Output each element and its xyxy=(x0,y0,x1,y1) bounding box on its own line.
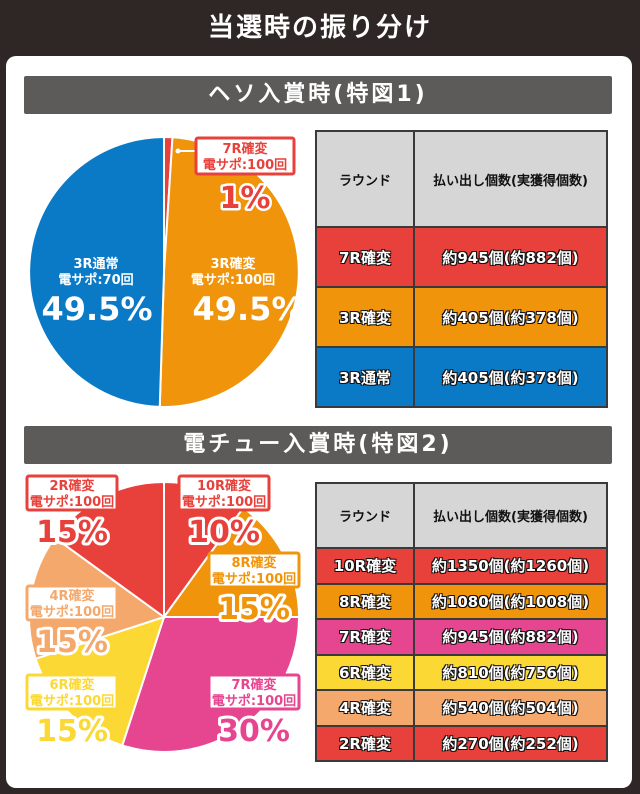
table-header-payout: 払い出し個数(実獲得個数) xyxy=(413,481,608,550)
payout-cell: 約1080個(約1008個) xyxy=(413,582,608,621)
round-cell: 8R確変 xyxy=(315,582,415,621)
round-table-denchu: ラウンド 払い出し個数(実獲得個数) 10R確変 約1350個(約1260個) 8R… xyxy=(315,481,608,762)
payout-cell: 約405個(約378個) xyxy=(413,346,608,408)
round-cell: 7R確変 xyxy=(315,618,415,656)
round-table-heso: ラウンド 払い出し個数(実獲得個数) 7R確変 約945個(約882個) 3R確変約… xyxy=(315,130,608,408)
payout-cell: 約540個(約504個) xyxy=(413,689,608,727)
round-cell: 7R確変 xyxy=(315,226,415,288)
table-row: 3R確変 約405個(約378個) xyxy=(315,286,608,348)
table-header-round: ラウンド xyxy=(315,481,415,550)
table-header-payout: 払い出し個数(実獲得個数) xyxy=(413,130,608,228)
table-row: 2R確変 約270個(約252個) xyxy=(315,724,608,762)
table-row: 7R確変 約945個(約882個) xyxy=(315,618,608,656)
round-cell: 3R確変 xyxy=(315,286,415,348)
table-row: 3R通常 約405個(約378個) xyxy=(315,346,608,408)
round-cell: 2R確変 xyxy=(315,724,415,762)
page-title: 当選時の振り分け xyxy=(0,0,640,56)
payout-cell: 約1350個(約1260個) xyxy=(413,547,608,585)
round-cell: 6R確変 xyxy=(315,653,415,692)
table-row: 6R確変 約810個(約756個) xyxy=(315,653,608,692)
round-cell: 3R通常 xyxy=(315,346,415,408)
section-header-denchu: 電チュー入賞時(特図2) xyxy=(24,426,612,464)
payout-cell: 約405個(約378個) xyxy=(413,286,608,348)
section-header-heso: ヘソ入賞時(特図1) xyxy=(24,76,612,114)
payout-cell: 約810個(約756個) xyxy=(413,653,608,692)
payout-cell: 約945個(約882個) xyxy=(413,226,608,288)
table-row: 4R確変 約540個(約504個) xyxy=(315,689,608,727)
payout-cell: 約270個(約252個) xyxy=(413,724,608,762)
table-header-round: ラウンド xyxy=(315,130,415,228)
round-cell: 4R確変 xyxy=(315,689,415,727)
table-row: 7R確変 約945個(約882個) xyxy=(315,226,608,288)
table-row: 8R確変 約1080個(約1008個) xyxy=(315,582,608,621)
table-row: 10R確変 約1350個(約1260個) xyxy=(315,547,608,585)
payout-cell: 約945個(約882個) xyxy=(413,618,608,656)
round-cell: 10R確変 xyxy=(315,547,415,585)
